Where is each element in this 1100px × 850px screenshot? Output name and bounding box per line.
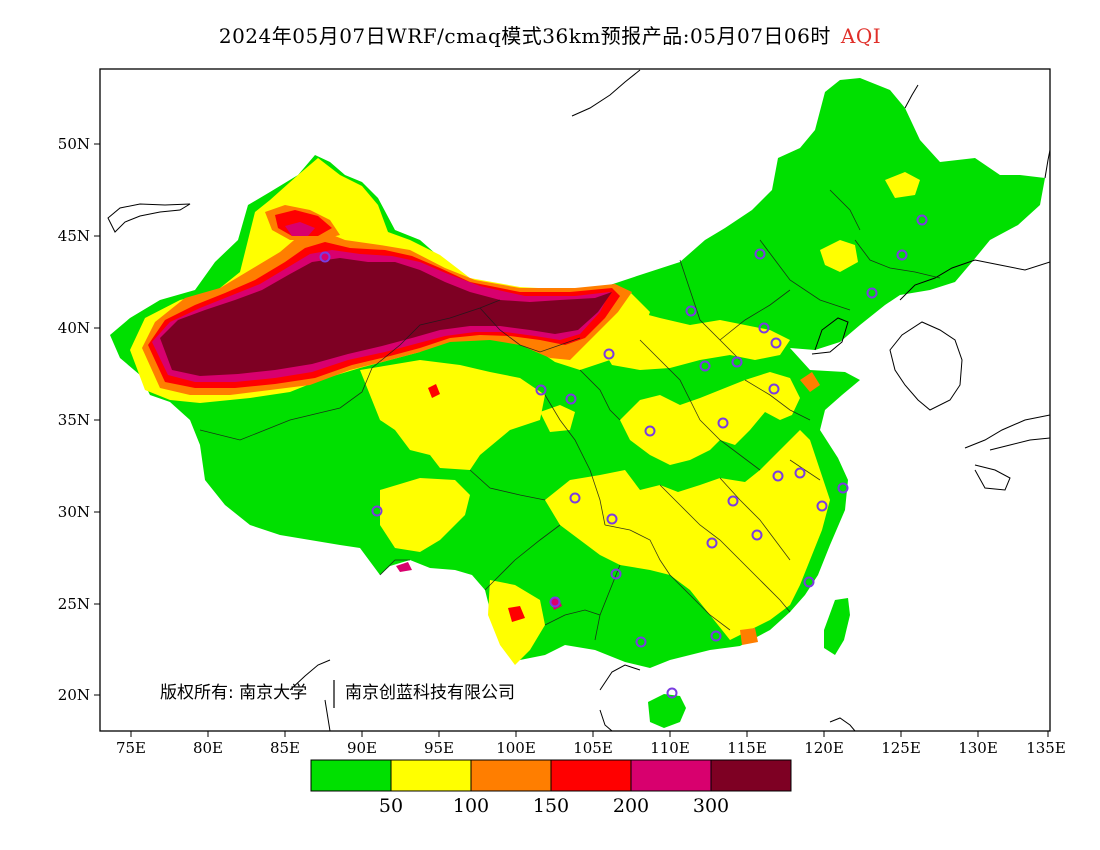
lon-tick-label: 105E — [573, 739, 613, 757]
station-marker — [837, 482, 849, 494]
lon-tick-label: 80E — [193, 739, 223, 757]
station-marker — [603, 348, 615, 360]
station-markers — [319, 214, 928, 699]
copyright-text: 版权所有: 南京大学 — [160, 683, 307, 703]
station-marker — [371, 505, 383, 517]
lon-tick-labels: 75E 80E 85E 90E 95E 100E 105E 110E 115E … — [116, 739, 1066, 757]
station-marker — [565, 393, 577, 405]
province-borders — [199, 189, 941, 641]
lon-tick-label: 95E — [424, 739, 454, 757]
map-frame — [99, 68, 1051, 732]
station-marker — [710, 630, 722, 642]
lon-tick-label: 110E — [650, 739, 690, 757]
legend-swatch — [631, 760, 711, 791]
station-marker — [606, 513, 618, 525]
map-title-text: 2024年05月07日WRF/cmaq模式36km预报产品:05月07日06时 — [218, 24, 831, 48]
station-marker — [635, 636, 647, 648]
station-marker — [866, 287, 878, 299]
metric-label: AQI — [840, 24, 882, 48]
legend-label: 100 — [453, 795, 489, 817]
copyright: 版权所有: 南京大学 南京创蓝科技有限公司 — [160, 680, 515, 708]
legend-label: 300 — [693, 795, 729, 817]
lon-axis — [130, 731, 1049, 737]
lon-tick-label: 135E — [1026, 739, 1066, 757]
station-marker — [610, 568, 622, 580]
station-marker — [717, 417, 729, 429]
station-marker — [754, 248, 766, 260]
aqi-hazardous-areas — [160, 258, 612, 376]
legend-swatch — [471, 760, 551, 791]
station-marker — [758, 322, 770, 334]
lat-tick-label: 45N — [58, 227, 90, 245]
legend-label: 150 — [533, 795, 569, 817]
legend-label: 200 — [613, 795, 649, 817]
legend-label: 50 — [379, 795, 403, 817]
lon-tick-label: 130E — [958, 739, 998, 757]
lat-tick-label: 20N — [58, 686, 90, 704]
station-marker — [794, 467, 806, 479]
lat-tick-label: 30N — [58, 503, 90, 521]
station-marker — [772, 470, 784, 482]
taiwan-island — [824, 598, 850, 655]
station-marker — [699, 360, 711, 372]
station-marker — [727, 495, 739, 507]
station-marker — [319, 251, 331, 263]
legend-swatch — [711, 760, 791, 791]
lon-tick-label: 75E — [116, 739, 146, 757]
station-marker — [666, 687, 678, 699]
copyright-org: 南京创蓝科技有限公司 — [345, 683, 515, 703]
lon-tick-label: 90E — [347, 739, 377, 757]
lon-tick-label: 115E — [727, 739, 767, 757]
lon-tick-label: 100E — [496, 739, 536, 757]
station-marker — [685, 305, 697, 317]
lon-tick-label: 125E — [881, 739, 921, 757]
legend-swatch — [551, 760, 631, 791]
station-marker — [535, 384, 547, 396]
legend-swatch — [311, 760, 391, 791]
station-marker — [768, 383, 780, 395]
station-marker — [549, 596, 561, 608]
station-marker — [916, 214, 928, 226]
coastlines — [107, 69, 1050, 731]
lat-tick-label: 50N — [58, 135, 90, 153]
lat-axis — [94, 143, 100, 696]
aqi-legend: 50 100 150 200 300 — [310, 759, 792, 817]
lat-tick-labels: 50N 45N 40N 35N 30N 25N 20N — [58, 135, 90, 704]
map-title: 2024年05月07日WRF/cmaq模式36km预报产品:05月07日06时 A… — [0, 20, 1100, 49]
lat-tick-label: 35N — [58, 411, 90, 429]
station-marker — [644, 425, 656, 437]
lon-tick-label: 120E — [804, 739, 844, 757]
station-marker — [751, 529, 763, 541]
station-marker — [569, 492, 581, 504]
lat-tick-label: 25N — [58, 595, 90, 613]
legend-swatch — [391, 760, 471, 791]
station-marker — [816, 500, 828, 512]
lon-tick-label: 85E — [270, 739, 300, 757]
map-content: 版权所有: 南京大学 南京创蓝科技有限公司 — [100, 69, 1050, 731]
hainan-island — [648, 694, 686, 728]
station-marker — [896, 249, 908, 261]
station-marker — [803, 576, 815, 588]
lat-tick-label: 40N — [58, 319, 90, 337]
station-marker — [731, 356, 743, 368]
station-marker — [706, 537, 718, 549]
station-marker — [770, 337, 782, 349]
